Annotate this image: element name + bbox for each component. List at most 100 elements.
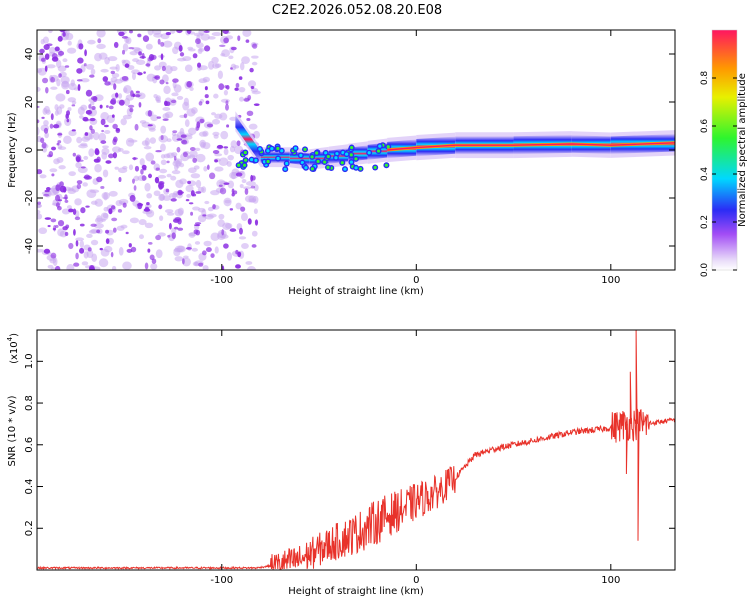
noise-halo bbox=[199, 139, 207, 148]
noise-halo bbox=[90, 200, 98, 205]
noise-blob bbox=[176, 138, 183, 141]
noise-blob bbox=[154, 75, 161, 80]
noise-halo bbox=[88, 148, 95, 157]
noise-blob bbox=[165, 31, 172, 36]
noise-halo bbox=[229, 116, 238, 121]
noise-blob bbox=[192, 53, 198, 59]
noise-halo bbox=[204, 200, 210, 205]
noise-halo bbox=[219, 112, 228, 121]
noise-halo bbox=[50, 86, 58, 90]
noise-blob bbox=[168, 222, 172, 230]
noise-halo bbox=[49, 168, 58, 173]
noise-blob bbox=[195, 191, 202, 194]
noise-halo bbox=[160, 154, 166, 159]
noise-blob bbox=[111, 114, 115, 118]
noise-blob bbox=[178, 44, 183, 52]
noise-blob bbox=[155, 167, 160, 171]
noise-halo bbox=[120, 118, 127, 126]
snr-y-tick-label: 1.0 bbox=[24, 353, 35, 369]
noise-halo bbox=[125, 37, 132, 45]
noise-halo bbox=[83, 155, 89, 160]
noise-halo bbox=[68, 129, 77, 137]
noise-halo bbox=[144, 137, 150, 147]
noise-halo bbox=[118, 93, 123, 99]
noise-halo bbox=[224, 199, 231, 204]
noise-halo bbox=[195, 153, 206, 163]
noise-blob bbox=[183, 151, 188, 158]
noise-blob bbox=[37, 201, 41, 205]
noise-blob bbox=[133, 185, 137, 191]
noise-blob bbox=[53, 224, 56, 232]
snr-y-tick-label: 0.4 bbox=[24, 479, 35, 495]
noise-halo bbox=[150, 114, 159, 122]
noise-halo bbox=[211, 112, 216, 116]
noise-blob bbox=[179, 52, 185, 57]
noise-blob bbox=[193, 224, 201, 227]
noise-halo bbox=[165, 209, 174, 214]
noise-blob bbox=[96, 229, 101, 234]
noise-blob bbox=[157, 38, 161, 45]
noise-blob bbox=[174, 217, 182, 221]
noise-halo bbox=[89, 189, 100, 194]
colorbar-label: Normalized spectral amplitude bbox=[737, 73, 748, 227]
noise-blob bbox=[182, 258, 185, 265]
noise-blob bbox=[118, 31, 125, 37]
noise-blob bbox=[130, 246, 137, 253]
noise-blob bbox=[150, 160, 156, 165]
noise-blob bbox=[112, 123, 118, 130]
noise-halo bbox=[186, 193, 192, 198]
noise-blob bbox=[212, 150, 220, 155]
noise-halo bbox=[96, 215, 102, 222]
noise-halo bbox=[187, 46, 194, 50]
snr-x-axis: -100 0 100 bbox=[210, 330, 620, 586]
noise-blob bbox=[105, 160, 112, 164]
ridge-blob-core bbox=[280, 149, 284, 153]
noise-blob bbox=[235, 83, 240, 88]
noise-blob bbox=[66, 118, 70, 123]
noise-blob bbox=[143, 208, 151, 212]
spectrogram-y-tick-label: -40 bbox=[24, 238, 35, 254]
noise-blob bbox=[234, 87, 239, 91]
noise-halo bbox=[75, 237, 85, 242]
noise-blob bbox=[85, 109, 92, 115]
noise-blob bbox=[108, 208, 113, 215]
noise-halo bbox=[53, 158, 60, 165]
noise-blob bbox=[170, 198, 177, 202]
ridge-blob-core bbox=[326, 154, 330, 159]
snr-scale-prefix: (x10 bbox=[9, 341, 20, 364]
noise-blob bbox=[210, 253, 215, 258]
noise-halo bbox=[114, 166, 119, 170]
noise-blob bbox=[185, 247, 192, 250]
noise-blob bbox=[231, 188, 235, 194]
noise-blob bbox=[230, 46, 237, 51]
noise-halo bbox=[100, 68, 109, 73]
noise-blob bbox=[79, 247, 85, 254]
noise-blob bbox=[137, 33, 142, 38]
noise-blob bbox=[198, 262, 204, 267]
noise-halo bbox=[37, 213, 43, 220]
noise-blob bbox=[250, 86, 255, 90]
noise-halo bbox=[102, 145, 109, 149]
noise-halo bbox=[57, 228, 65, 237]
noise-blob bbox=[146, 201, 150, 206]
noise-blob bbox=[88, 104, 92, 109]
noise-halo bbox=[220, 98, 230, 103]
noise-halo bbox=[210, 190, 220, 196]
noise-halo bbox=[185, 184, 194, 193]
noise-blob bbox=[111, 217, 118, 222]
noise-halo bbox=[166, 173, 172, 178]
noise-blob bbox=[45, 187, 51, 191]
noise-halo bbox=[193, 32, 204, 37]
noise-halo bbox=[230, 172, 237, 180]
noise-halo bbox=[128, 164, 134, 171]
noise-halo bbox=[220, 53, 226, 57]
noise-blob bbox=[129, 30, 133, 34]
noise-halo bbox=[187, 243, 192, 251]
noise-blob bbox=[105, 105, 109, 108]
noise-halo bbox=[37, 67, 47, 76]
noise-halo bbox=[225, 222, 233, 229]
noise-halo bbox=[186, 108, 196, 117]
noise-blob bbox=[204, 45, 211, 52]
noise-blob bbox=[68, 208, 74, 213]
colorbar: 0.0 0.2 0.4 0.6 0.8 Normalized spectral ampl… bbox=[700, 29, 748, 277]
